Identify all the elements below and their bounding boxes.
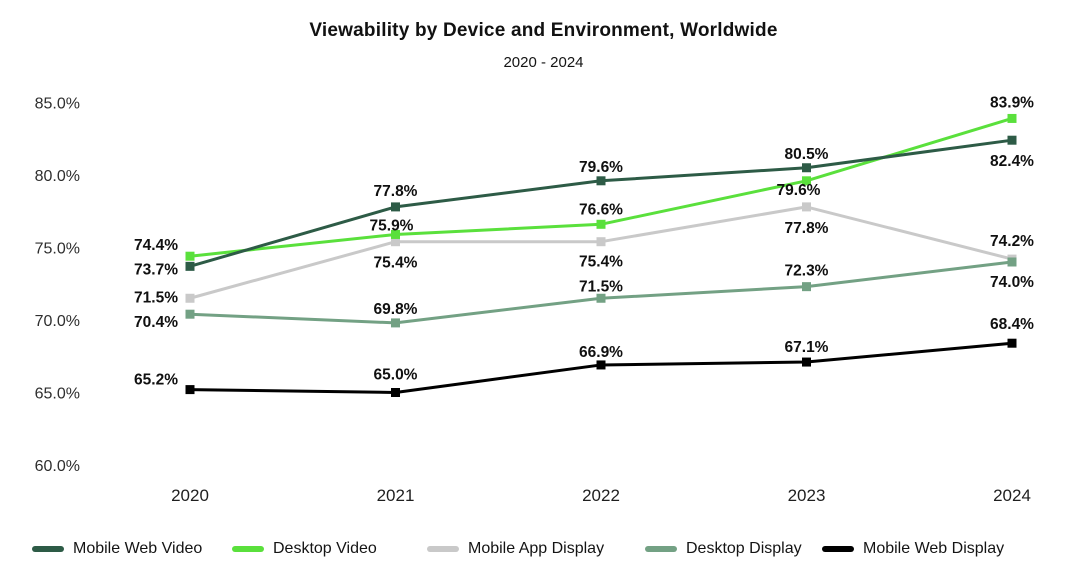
data-point-label: 79.6% [777, 182, 821, 199]
data-point-label: 79.6% [579, 159, 623, 176]
data-point-marker [391, 237, 400, 247]
data-point-marker [596, 219, 606, 229]
legend-swatch-icon [822, 546, 854, 552]
data-point-marker [596, 293, 606, 303]
chart-title: Viewability by Device and Environment, W… [309, 20, 778, 41]
y-tick-label: 65.0% [35, 386, 80, 403]
plot-area: 85.0% 80.0% 75.0% 70.0% 65.0% 60.0% 2020 2021 20… [35, 94, 1035, 505]
legend-item: Mobile App Display [427, 540, 604, 558]
data-point-label: 65.0% [374, 367, 418, 384]
data-point-label: 80.5% [785, 146, 829, 163]
data-point-label: 82.4% [990, 153, 1034, 170]
data-point-marker [185, 309, 195, 319]
data-point-label: 77.8% [785, 220, 829, 237]
data-point-label: 75.9% [370, 217, 414, 234]
legend-swatch-icon [427, 546, 459, 552]
x-tick-label: 2024 [993, 486, 1031, 505]
legend-swatch-icon [32, 546, 64, 552]
y-tick-label: 80.0% [35, 168, 80, 185]
x-tick-label: 2022 [582, 486, 620, 505]
legend-item: Desktop Display [645, 540, 802, 558]
data-point-label: 65.2% [134, 372, 178, 389]
data-point-label: 75.4% [374, 255, 418, 272]
legend-swatch-icon [645, 546, 677, 552]
data-point-marker [802, 282, 811, 292]
data-point-label: 71.5% [579, 278, 623, 295]
data-point-marker [1007, 338, 1017, 348]
data-point-marker [185, 261, 195, 271]
legend-item: Mobile Web Video [32, 540, 202, 558]
legend-item-label: Desktop Video [273, 540, 377, 557]
data-point-label: 68.4% [990, 316, 1034, 333]
x-tick-label: 2020 [171, 486, 209, 505]
data-point-label: 67.1% [785, 339, 829, 356]
data-point-marker [596, 360, 606, 370]
data-point-marker [1007, 257, 1017, 267]
data-point-label: 83.9% [990, 94, 1034, 111]
y-tick-label: 70.0% [35, 313, 80, 330]
data-point-label: 74.0% [990, 274, 1034, 291]
data-point-label: 72.3% [785, 263, 829, 280]
data-point-marker [185, 293, 195, 303]
data-point-marker [391, 388, 400, 397]
data-point-marker [802, 357, 811, 367]
data-point-label: 77.8% [374, 183, 418, 200]
data-point-marker [185, 251, 195, 261]
data-point-marker [391, 229, 400, 239]
legend-item: Mobile Web Display [822, 540, 1004, 558]
legend: Mobile Web Video Desktop Video Mobile App … [0, 540, 1087, 564]
data-point-label: 76.6% [579, 201, 623, 218]
legend-swatch-icon [232, 546, 264, 552]
data-point-marker [596, 176, 606, 186]
data-point-marker [1007, 113, 1017, 123]
data-point-marker [802, 176, 811, 186]
data-point-marker [596, 237, 606, 247]
legend-item: Desktop Video [232, 540, 377, 558]
y-tick-label: 85.0% [35, 96, 80, 113]
data-point-marker [391, 318, 400, 328]
legend-item-label: Mobile Web Video [73, 540, 203, 557]
data-point-label: 66.9% [579, 344, 623, 361]
data-point-label: 75.4% [579, 254, 623, 271]
series-line [188, 116, 1014, 258]
data-point-label: 74.2% [990, 233, 1034, 250]
data-point-label: 73.7% [134, 261, 178, 278]
data-point-label: 74.4% [134, 237, 178, 254]
data-point-marker [185, 385, 195, 395]
data-point-marker [802, 202, 811, 212]
legend-item-label: Desktop Display [686, 540, 802, 557]
chart-subtitle: 2020 - 2024 [503, 54, 584, 71]
legend-item-label: Mobile Web Display [863, 540, 1005, 557]
x-tick-label: 2021 [377, 486, 415, 505]
y-tick-label: 60.0% [35, 458, 80, 475]
data-point-label: 70.4% [134, 314, 178, 331]
y-tick-label: 75.0% [35, 241, 80, 258]
x-tick-label: 2023 [788, 486, 826, 505]
data-point-marker [802, 163, 811, 173]
data-point-marker [391, 202, 400, 212]
data-point-marker [1007, 135, 1017, 145]
legend-item-label: Mobile App Display [468, 540, 605, 557]
data-point-label: 69.8% [374, 301, 418, 318]
data-point-label: 71.5% [134, 289, 178, 306]
